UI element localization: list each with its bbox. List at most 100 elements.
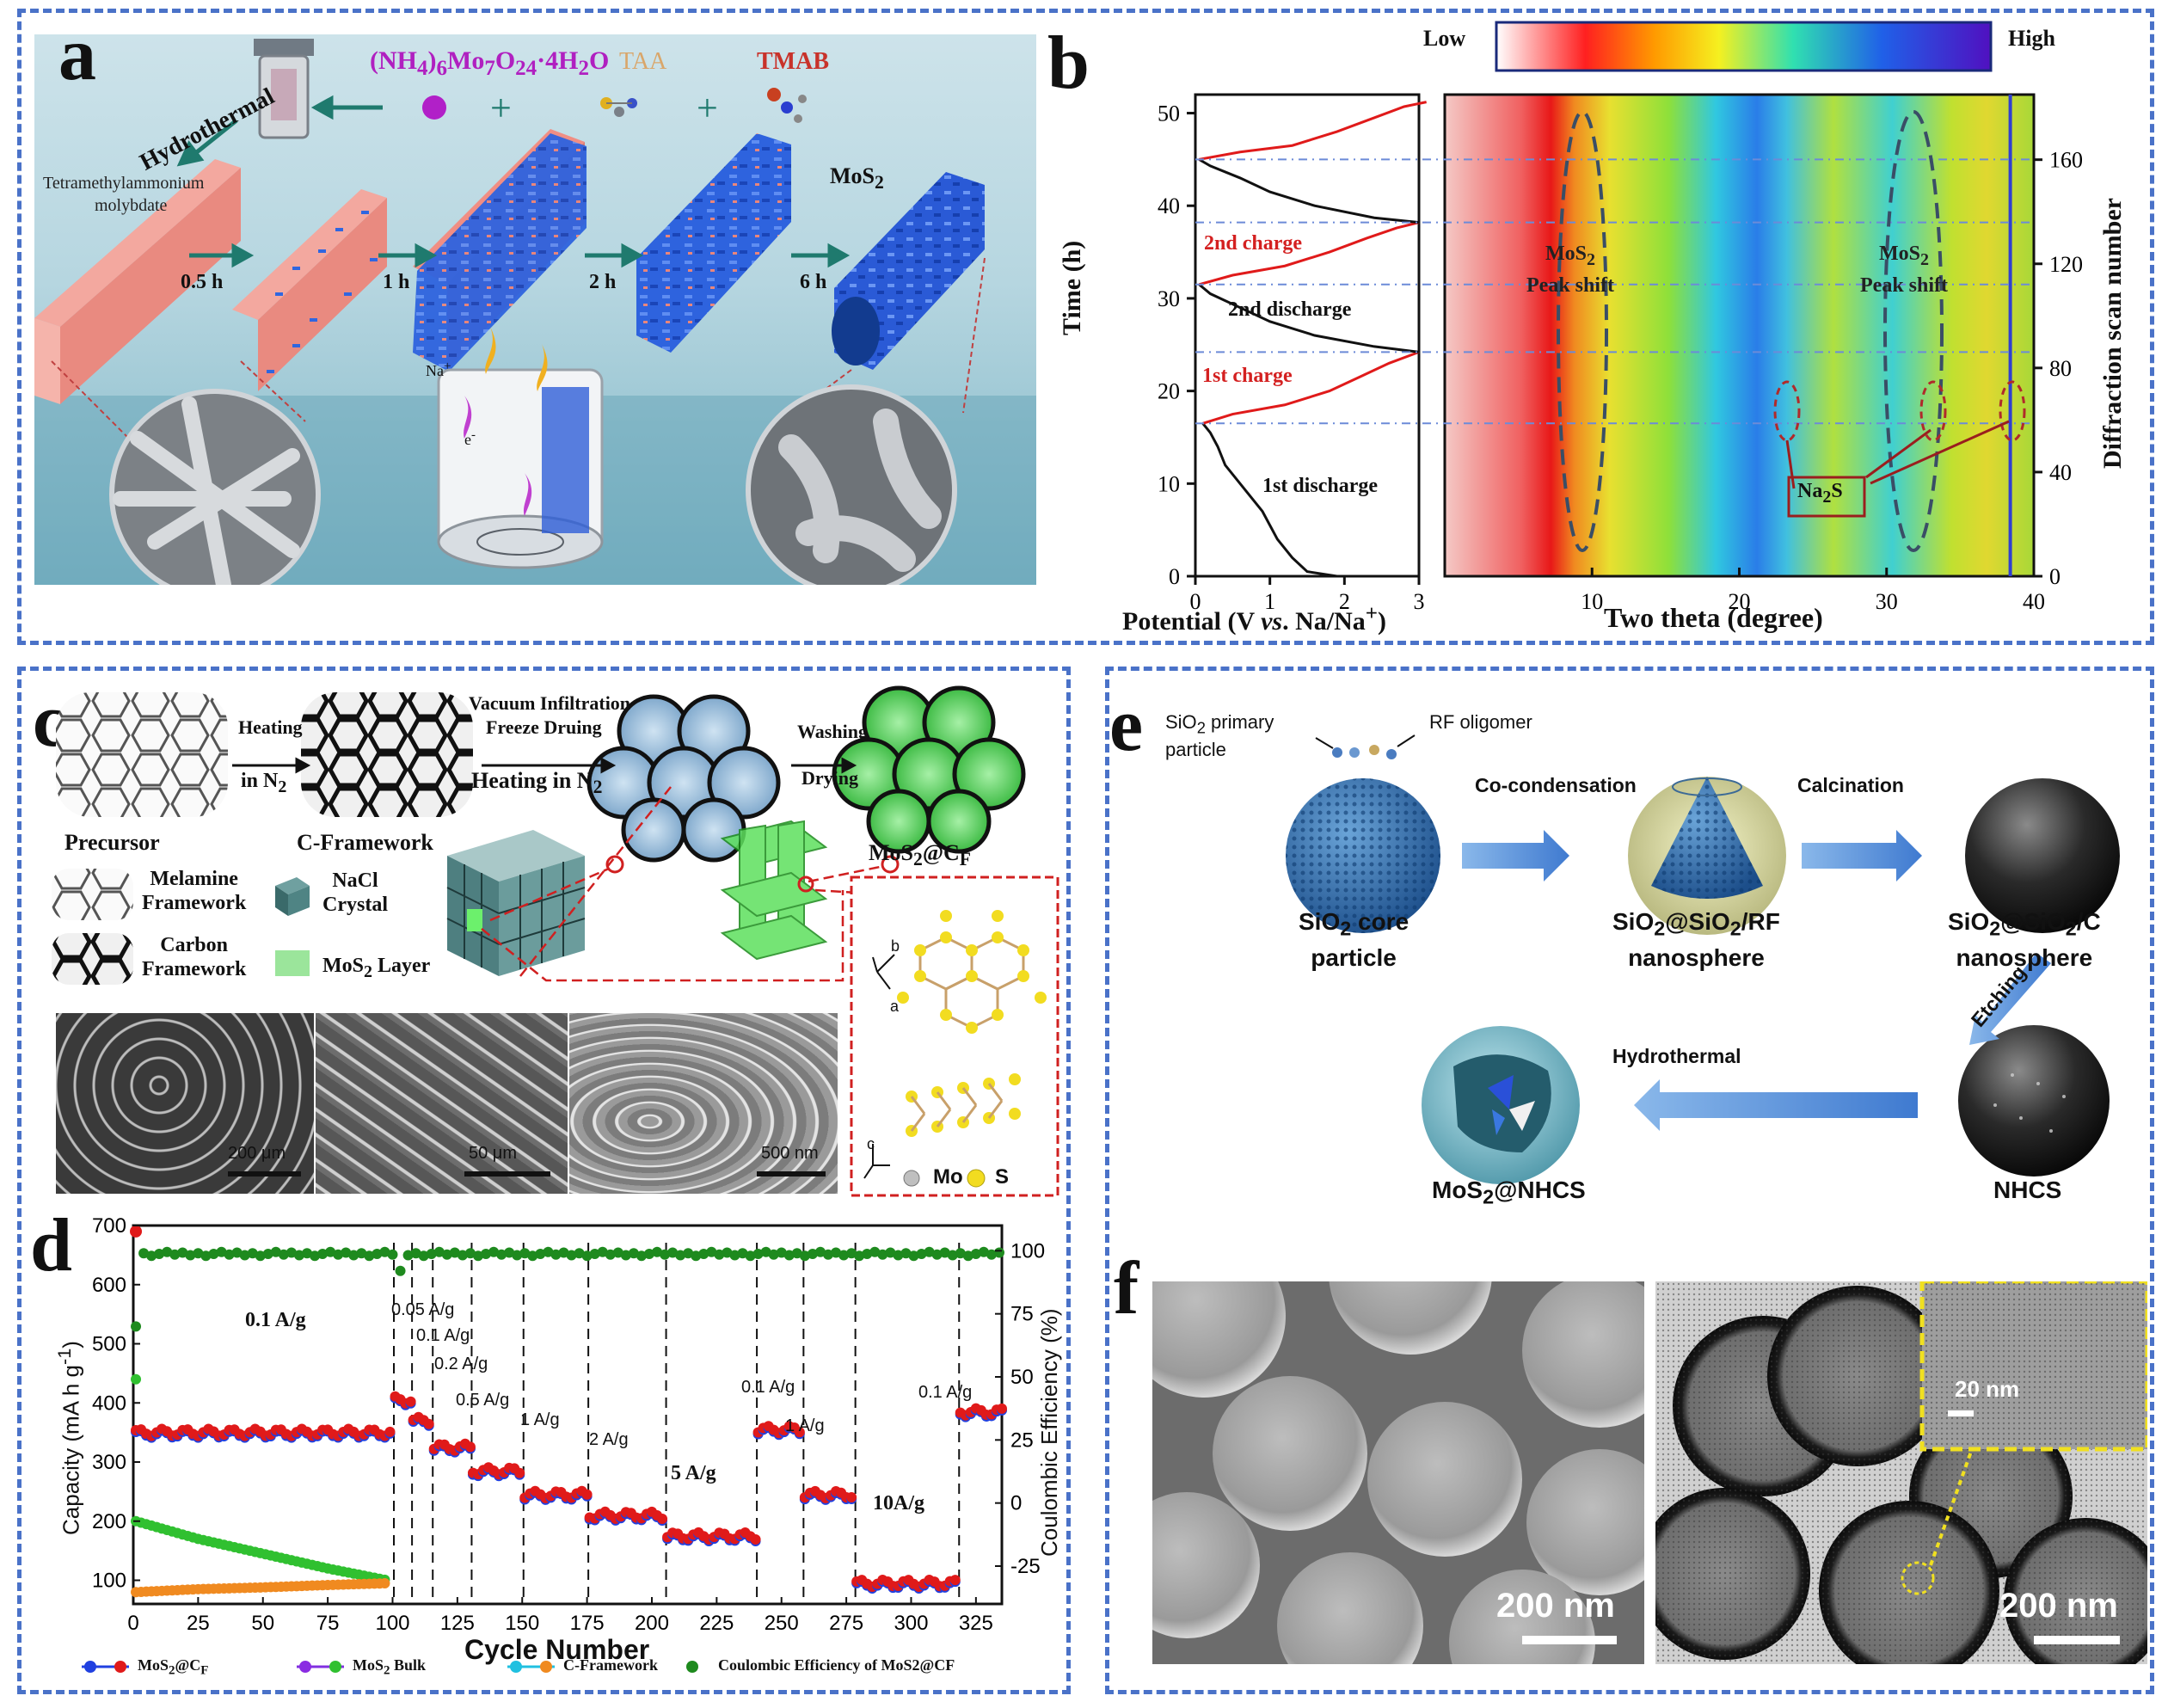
panel-a: Hydrothermal (NH4)6Mo7O24·4H2O TAA TMAB … <box>34 34 1036 585</box>
s-legend-label: S <box>995 1165 1010 1189</box>
nacl-legend-icon <box>275 877 310 916</box>
two-theta-axis-label: Two theta (degree) <box>1604 602 1823 633</box>
label-2nd-discharge: 2nd discharge <box>1228 298 1352 321</box>
d-y2tick-label-3: 50 <box>1010 1366 1034 1389</box>
voltage-curve-4 <box>1198 221 1420 286</box>
rate-label-0-1-third: 0.1 A/g <box>741 1378 795 1397</box>
freeze-druing-label: Freeze Druing <box>486 716 602 738</box>
crystal-top-view <box>897 910 1047 1034</box>
rate-label-0-05: 0.05 A/g <box>391 1300 455 1319</box>
panel-d-chart: 0 25 50 75 100 125 150 175 200 225 250 275 300 325100… <box>92 1214 1045 1635</box>
d-xtick-label-8: 200 <box>635 1612 669 1635</box>
precursor-label: Precursor <box>64 830 160 855</box>
voltage-curve-6 <box>1199 101 1427 161</box>
mos2cf-discharge-point <box>997 1403 1007 1414</box>
panel-e-illustration <box>1286 734 2120 1184</box>
ce-point <box>916 1249 927 1259</box>
ce-point <box>737 1248 748 1259</box>
d-ytick-label-3: 400 <box>92 1392 126 1415</box>
voltage-curve-1 <box>1201 422 1337 578</box>
lattice-axis-c: c <box>867 1135 875 1152</box>
melamine-legend-icon <box>52 869 133 920</box>
ce-point <box>643 1249 654 1259</box>
mos2-nhcs-label: MoS2@NHCS <box>1432 1177 1586 1208</box>
ce-point <box>356 1248 367 1259</box>
ce-point <box>504 1247 515 1258</box>
ce-point <box>418 1250 429 1262</box>
bulk-first-cycle-point <box>131 1373 142 1385</box>
ce-point <box>939 1247 950 1258</box>
precursor-label-line2: molybdate <box>95 196 168 215</box>
ce-point <box>402 1250 414 1261</box>
potential-axis-label: Potential (V vs. Na/Na+) <box>1122 602 1387 636</box>
two-hour-tube <box>636 133 791 353</box>
ce-point <box>519 1248 531 1259</box>
ce-point <box>387 1249 398 1260</box>
process-arrows-e <box>1462 830 2051 1131</box>
d-ytick-label-1: 200 <box>92 1510 126 1533</box>
ce-point <box>722 1247 733 1258</box>
ce-point <box>807 1249 818 1259</box>
ce-point <box>823 1249 833 1260</box>
ce-point <box>924 1246 935 1257</box>
ce-point <box>605 1249 616 1260</box>
tmab-molecule-icon <box>767 88 807 123</box>
ce-point <box>310 1250 321 1262</box>
ce-point <box>636 1250 647 1262</box>
ce-point <box>900 1248 912 1259</box>
autoclave-icon <box>254 39 314 139</box>
ce-point <box>620 1250 631 1261</box>
mos2cf-discharge-point <box>794 1427 805 1438</box>
ce-point <box>208 1249 219 1259</box>
right-ytick-label-0: 0 <box>2049 564 2061 589</box>
ce-point <box>970 1249 981 1259</box>
mos2cf-discharge-point <box>464 1441 476 1453</box>
ce-point <box>581 1250 593 1262</box>
taa-molecule-icon <box>600 97 637 117</box>
ce-point <box>931 1249 943 1260</box>
ce-point <box>947 1250 958 1261</box>
na2s-ellipse-2 <box>1919 380 1947 442</box>
ce-point <box>177 1247 188 1258</box>
drying-label: Drying <box>801 767 858 789</box>
left-xtick-label-0: 0 <box>1190 589 1201 614</box>
left-ytick-label-5: 50 <box>1158 101 1180 126</box>
lattice-axis-a: a <box>890 998 900 1015</box>
sio2-rf-label: SiO2@SiO2/RF nanosphere <box>1612 908 1780 971</box>
ce-point <box>955 1248 966 1259</box>
time-label-0-5h: 0.5 h <box>181 271 224 293</box>
ce-point <box>372 1249 383 1259</box>
left-ytick-label-3: 30 <box>1158 286 1180 311</box>
panel-ab-frame <box>17 9 2154 645</box>
mos2cf-discharge-point <box>846 1491 857 1502</box>
voltage-plot-frame <box>1194 93 1421 578</box>
growth-arrows <box>176 95 851 268</box>
ce-point <box>131 1321 142 1332</box>
d-y2tick-label-1: 0 <box>1010 1492 1022 1515</box>
d-ytick-label-0: 100 <box>92 1570 126 1593</box>
label-na2s: Na2S <box>1797 480 1843 507</box>
d-xtick-label-11: 275 <box>829 1612 863 1635</box>
d-xtick-label-2: 50 <box>251 1612 274 1635</box>
calcination-label: Calcination <box>1797 774 1904 796</box>
lattice-axes <box>863 954 895 1179</box>
d-xtick-label-4: 100 <box>375 1612 409 1635</box>
voltage-curve-2 <box>1202 350 1420 425</box>
rate-label-0-5: 0.5 A/g <box>456 1391 510 1410</box>
rate-label-0-2: 0.2 A/g <box>434 1355 488 1373</box>
ce-point <box>457 1250 468 1261</box>
right-xtick-label-3: 40 <box>2023 589 2045 614</box>
right-ytick-label-4: 160 <box>2049 148 2083 173</box>
ce-point <box>838 1250 850 1261</box>
legend-mos2-bulk: MoS2 Bulk <box>353 1656 427 1678</box>
mos2cf-discharge-point <box>657 1513 668 1524</box>
ce-point <box>379 1246 390 1257</box>
half-hour-block <box>232 189 387 391</box>
ce-point <box>846 1248 857 1259</box>
mos2cf-discharge-point <box>514 1467 525 1478</box>
ce-point <box>558 1247 569 1258</box>
ce-point <box>691 1250 702 1262</box>
plus-sign-2: + <box>697 87 718 129</box>
scale-label-f-right: 200 nm <box>1999 1587 2118 1625</box>
peak-shift-ellipse-2 <box>1883 110 1944 552</box>
